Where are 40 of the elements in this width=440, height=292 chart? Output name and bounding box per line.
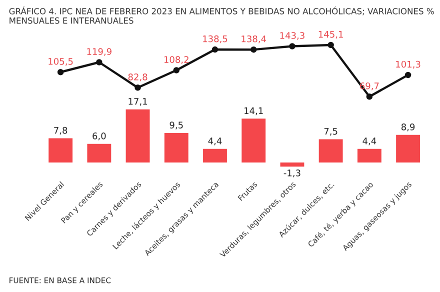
data-label: 108,2 (164, 56, 188, 64)
data-label: 138,4 (242, 35, 266, 44)
data-label: 105,5 (48, 58, 73, 66)
bar (242, 118, 266, 163)
point (250, 46, 257, 53)
data-label: 4,4 (208, 138, 222, 146)
data-label: 7,8 (54, 126, 68, 135)
bar (396, 134, 420, 163)
data-label: 143,3 (280, 32, 304, 40)
point (366, 93, 373, 100)
bar (318, 139, 343, 163)
point (96, 59, 102, 66)
data-label: -1,3 (284, 170, 300, 178)
data-label: 14,1 (244, 107, 263, 116)
data-label: 138,5 (203, 35, 228, 44)
point (134, 84, 141, 91)
data-label: 6,0 (92, 132, 106, 140)
bar (357, 148, 382, 163)
data-label: 82,8 (128, 74, 148, 82)
chart-title: GRÁFICO 4. IPC NEA DE FEBRERO 2023 EN ALIMENTOS Y BEBIDAS NO ALCOHÓLICAS; VARIACIONES % MENSUALES E INTERANUALES (9, 6, 434, 24)
data-label: 7,5 (324, 128, 338, 136)
point (404, 72, 412, 78)
data-label: 119,9 (87, 48, 112, 56)
bar (48, 138, 73, 163)
bar (203, 148, 227, 163)
point (328, 42, 334, 48)
data-label: 4,4 (362, 138, 376, 146)
bar (87, 144, 112, 163)
point (212, 46, 218, 53)
data-label: 145,1 (318, 30, 343, 39)
point (57, 68, 64, 76)
point (173, 67, 180, 74)
data-label: 9,5 (170, 122, 183, 130)
data-label: 101,3 (396, 60, 420, 69)
data-label: 17,1 (128, 98, 147, 106)
bar (280, 162, 304, 167)
data-label: 8,9 (401, 124, 415, 132)
bar (126, 109, 150, 163)
point (289, 43, 296, 50)
bar (164, 132, 188, 163)
